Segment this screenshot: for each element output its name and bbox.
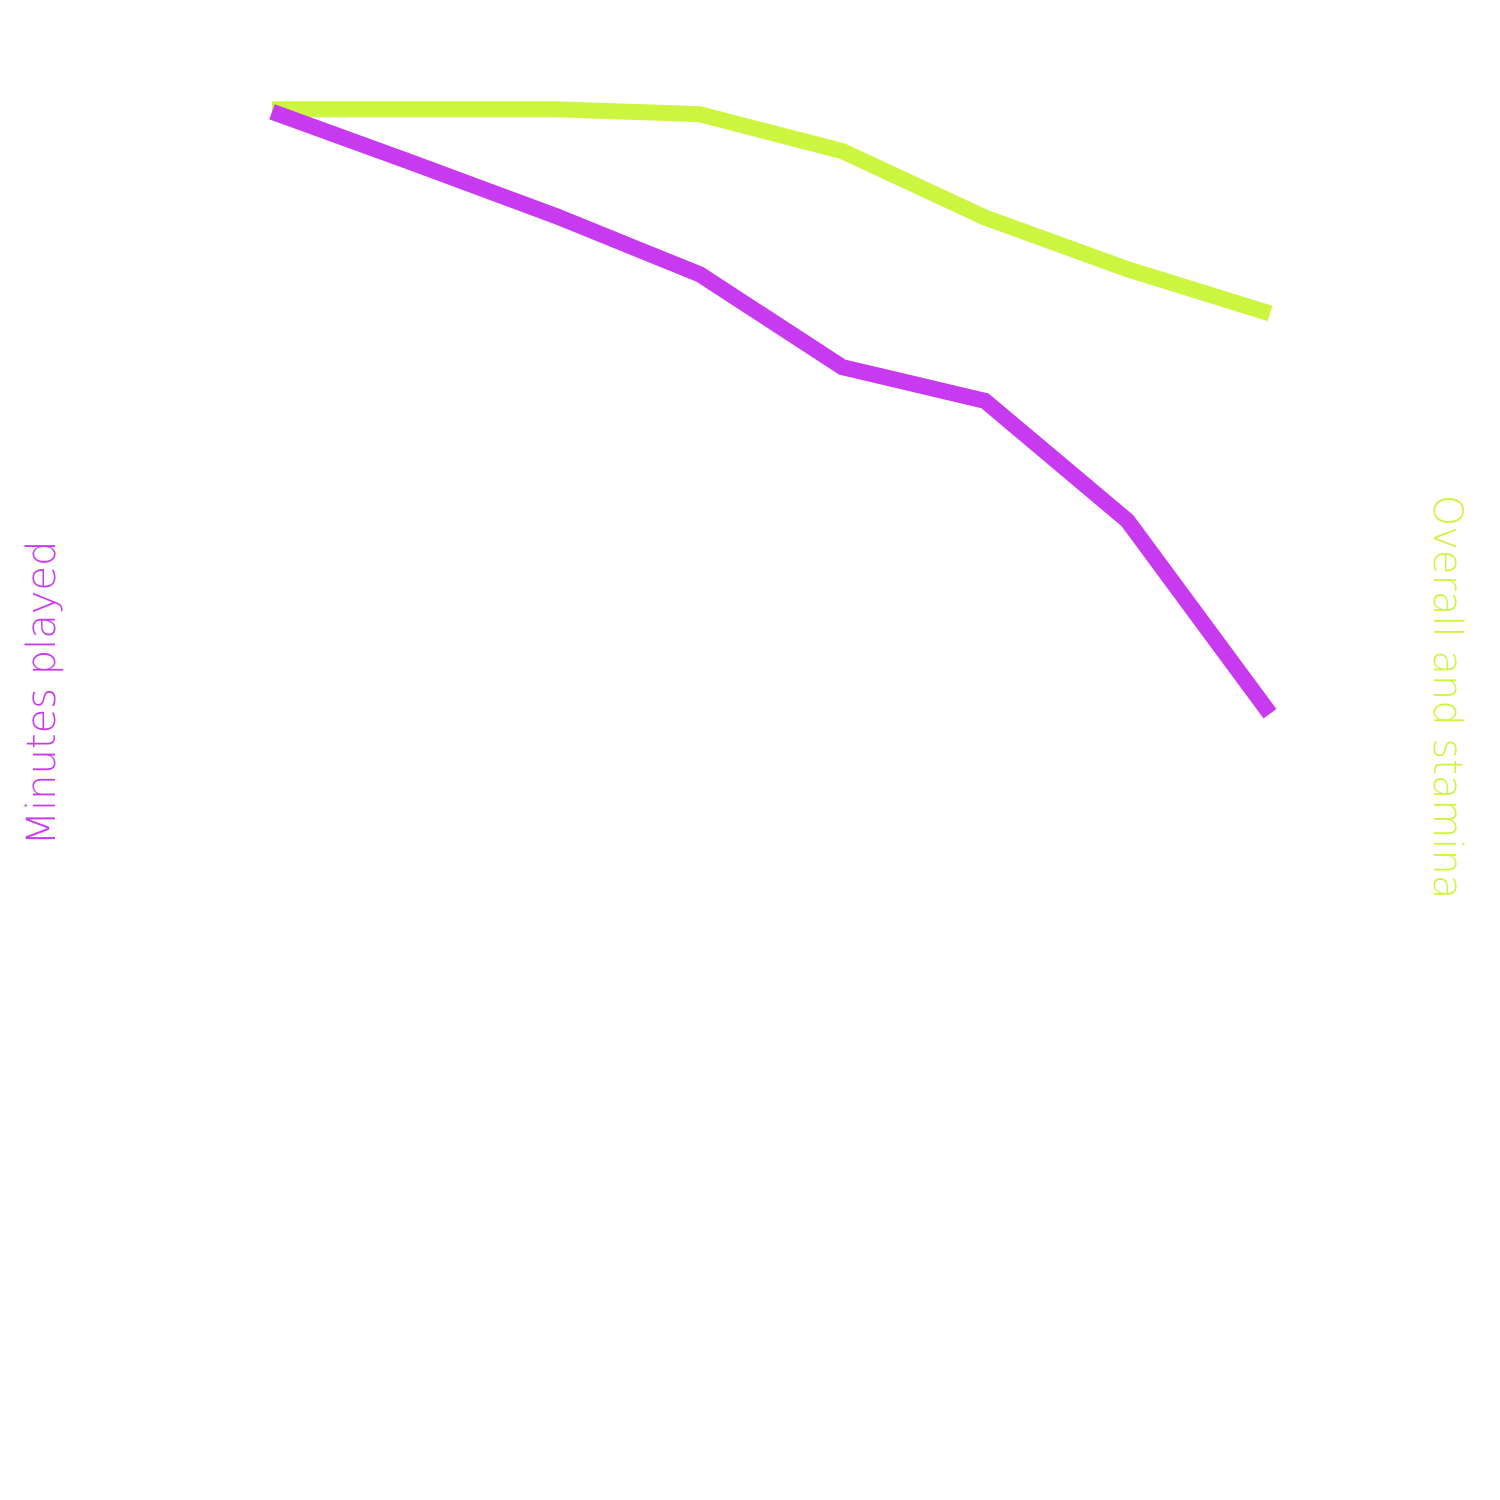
left-axis-label: Minutes played — [19, 541, 65, 846]
left-axis-series-line — [269, 104, 1277, 719]
series-lines — [269, 101, 1277, 719]
right-axis-label: Overall and stamina — [1424, 495, 1470, 900]
right-axis-series-line — [272, 101, 1273, 322]
